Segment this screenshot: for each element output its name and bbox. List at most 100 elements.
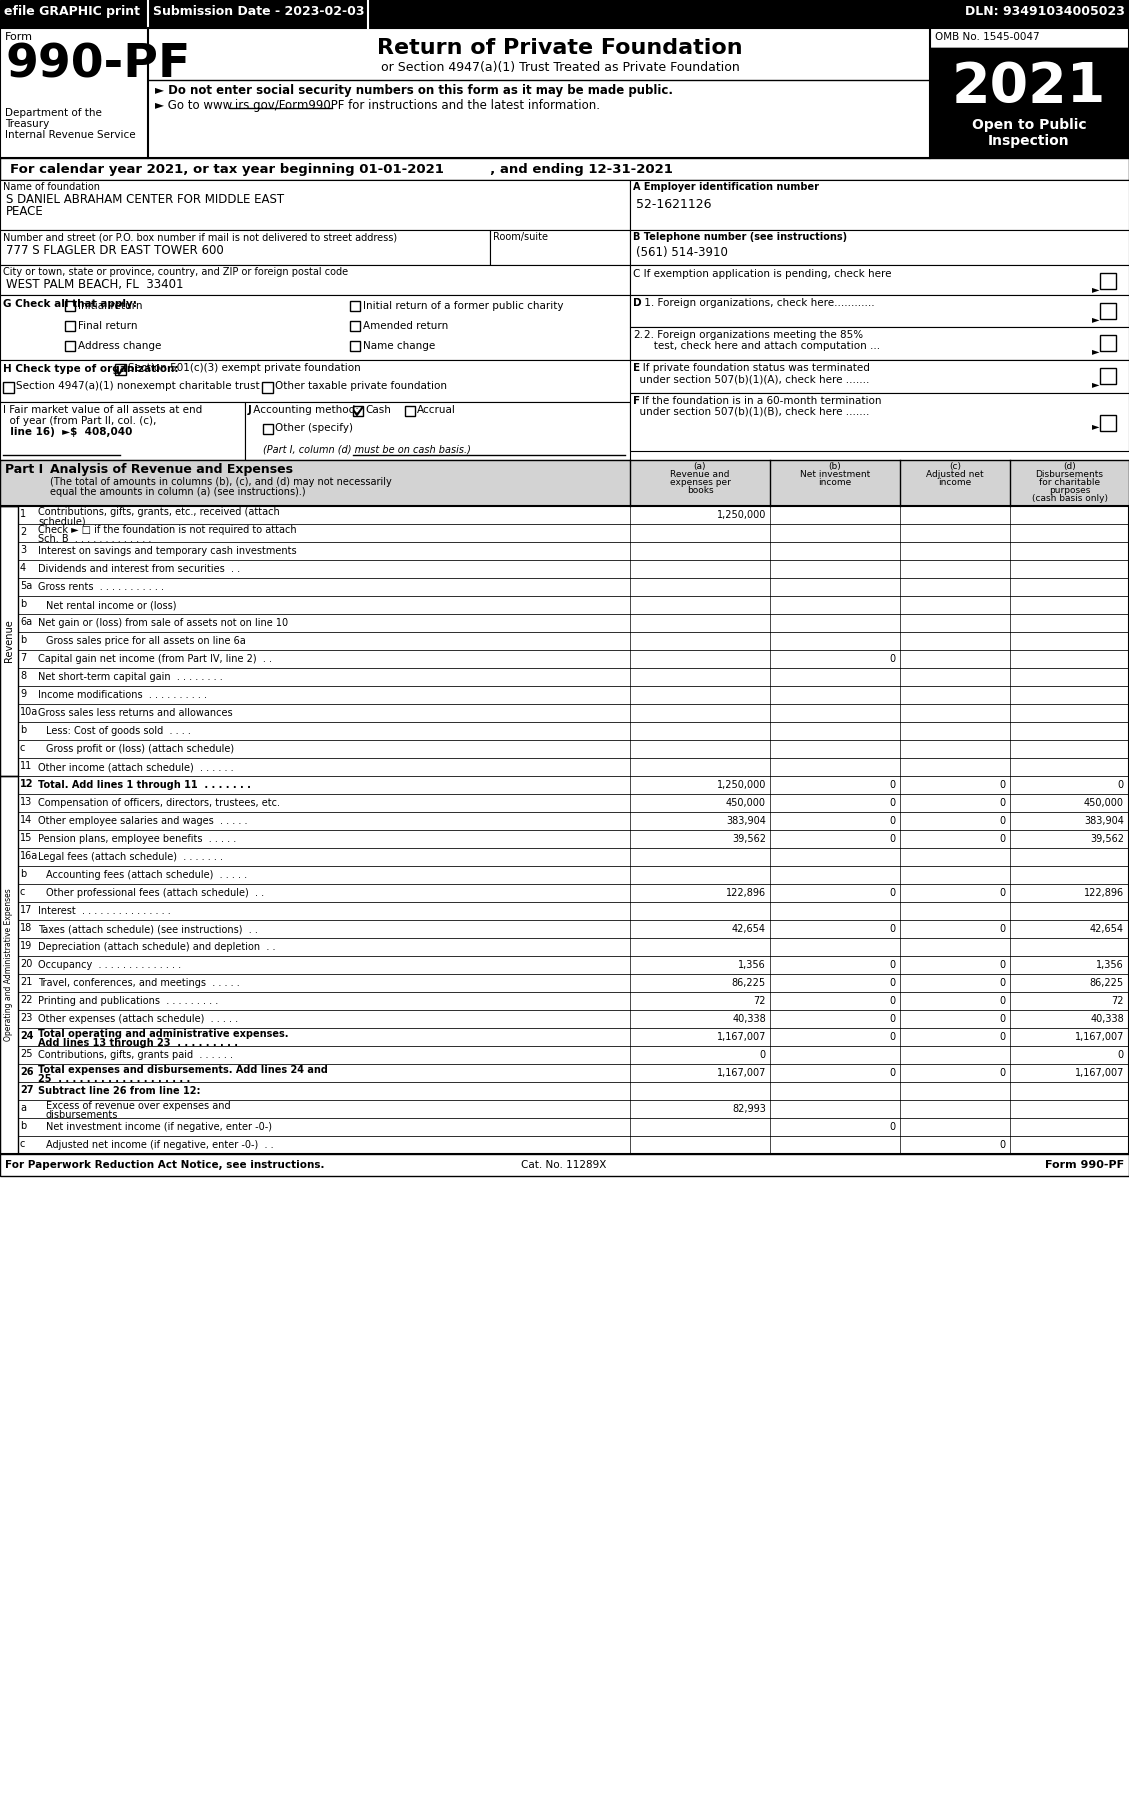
Bar xyxy=(18,741,1129,759)
Text: 0: 0 xyxy=(1000,1068,1006,1079)
Text: Section 4947(a)(1) nonexempt charitable trust: Section 4947(a)(1) nonexempt charitable … xyxy=(16,381,260,390)
Text: Accrual: Accrual xyxy=(417,405,456,415)
Bar xyxy=(490,230,630,264)
Text: For Paperwork Reduction Act Notice, see instructions.: For Paperwork Reduction Act Notice, see … xyxy=(5,1160,324,1170)
Text: Disbursements: Disbursements xyxy=(1035,469,1103,478)
Text: 0: 0 xyxy=(890,834,896,843)
Text: Occupancy  . . . . . . . . . . . . . .: Occupancy . . . . . . . . . . . . . . xyxy=(38,960,181,969)
Text: 10a: 10a xyxy=(20,707,38,717)
Text: Part I: Part I xyxy=(5,464,43,476)
Bar xyxy=(18,1100,1129,1118)
Text: b: b xyxy=(20,635,26,645)
Bar xyxy=(18,885,1129,903)
Text: 383,904: 383,904 xyxy=(1084,816,1124,825)
Text: ► Go to www.irs.gov/Form990PF for instructions and the latest information.: ► Go to www.irs.gov/Form990PF for instru… xyxy=(155,99,599,111)
Text: Inspection: Inspection xyxy=(988,135,1070,147)
Text: 22: 22 xyxy=(20,994,33,1005)
Text: D: D xyxy=(633,298,641,307)
Bar xyxy=(353,406,364,415)
Bar xyxy=(630,394,1129,451)
Text: 42,654: 42,654 xyxy=(1089,924,1124,933)
Text: equal the amounts in column (a) (see instructions).): equal the amounts in column (a) (see ins… xyxy=(50,487,306,496)
Text: 9: 9 xyxy=(20,689,26,699)
Bar xyxy=(18,595,1129,613)
Text: 16a: 16a xyxy=(20,850,38,861)
Text: Submission Date - 2023-02-03: Submission Date - 2023-02-03 xyxy=(154,5,365,18)
Text: (The total of amounts in columns (b), (c), and (d) may not necessarily: (The total of amounts in columns (b), (c… xyxy=(50,476,392,487)
Text: Adjusted net: Adjusted net xyxy=(926,469,983,478)
Text: Dividends and interest from securities  . .: Dividends and interest from securities .… xyxy=(38,565,240,574)
Text: H Check type of organization:: H Check type of organization: xyxy=(3,363,178,374)
Text: D 1. Foreign organizations, check here............: D 1. Foreign organizations, check here..… xyxy=(633,298,875,307)
Text: 2: 2 xyxy=(20,527,26,538)
Text: Taxes (attach schedule) (see instructions)  . .: Taxes (attach schedule) (see instruction… xyxy=(38,924,257,933)
Text: ►: ► xyxy=(1092,379,1100,388)
Text: 0: 0 xyxy=(890,1014,896,1025)
Text: Analysis of Revenue and Expenses: Analysis of Revenue and Expenses xyxy=(50,464,294,476)
Bar xyxy=(0,1154,1129,1176)
Text: Contributions, gifts, grants paid  . . . . . .: Contributions, gifts, grants paid . . . … xyxy=(38,1050,233,1061)
Text: b: b xyxy=(20,868,26,879)
Text: 40,338: 40,338 xyxy=(733,1014,765,1025)
Text: 15: 15 xyxy=(20,832,33,843)
Text: 0: 0 xyxy=(1000,960,1006,969)
Text: 0: 0 xyxy=(1000,888,1006,897)
Text: Section 501(c)(3) exempt private foundation: Section 501(c)(3) exempt private foundat… xyxy=(128,363,361,372)
Text: 0: 0 xyxy=(890,1122,896,1133)
Text: c: c xyxy=(20,886,25,897)
Text: 0: 0 xyxy=(1000,1014,1006,1025)
Bar xyxy=(0,180,630,230)
Text: 0: 0 xyxy=(890,816,896,825)
Text: 1,356: 1,356 xyxy=(1096,960,1124,969)
Text: 8: 8 xyxy=(20,671,26,681)
Text: Other income (attach schedule)  . . . . . .: Other income (attach schedule) . . . . .… xyxy=(38,762,234,771)
Text: (cash basis only): (cash basis only) xyxy=(1032,494,1108,503)
Text: Travel, conferences, and meetings  . . . . .: Travel, conferences, and meetings . . . … xyxy=(38,978,239,987)
Text: 3: 3 xyxy=(20,545,26,556)
Text: Sch. B  . . . . . . . . . . . . .: Sch. B . . . . . . . . . . . . . xyxy=(38,534,151,545)
Bar xyxy=(18,975,1129,992)
Text: 1,250,000: 1,250,000 xyxy=(717,780,765,789)
Bar xyxy=(18,867,1129,885)
Text: J Accounting method:: J Accounting method: xyxy=(248,405,360,415)
Text: E: E xyxy=(633,363,640,372)
Text: 0: 0 xyxy=(1000,816,1006,825)
Text: Treasury: Treasury xyxy=(5,119,50,129)
Text: ► Do not enter social security numbers on this form as it may be made public.: ► Do not enter social security numbers o… xyxy=(155,85,673,97)
Text: 1: 1 xyxy=(20,509,26,520)
Bar xyxy=(18,903,1129,921)
Bar xyxy=(630,327,1129,360)
Text: 12: 12 xyxy=(20,779,34,789)
Text: Printing and publications  . . . . . . . . .: Printing and publications . . . . . . . … xyxy=(38,996,218,1007)
Text: Name of foundation: Name of foundation xyxy=(3,182,100,192)
Text: Net investment income (if negative, enter -0-): Net investment income (if negative, ente… xyxy=(46,1122,272,1133)
Text: Gross rents  . . . . . . . . . . .: Gross rents . . . . . . . . . . . xyxy=(38,583,164,592)
Bar xyxy=(65,342,75,351)
Text: Revenue and: Revenue and xyxy=(671,469,729,478)
Text: 72: 72 xyxy=(1111,996,1124,1007)
Text: Other employee salaries and wages  . . . . .: Other employee salaries and wages . . . … xyxy=(38,816,247,825)
Bar xyxy=(630,230,1129,264)
Text: 0: 0 xyxy=(1000,780,1006,789)
Bar xyxy=(0,158,1129,180)
Text: Less: Cost of goods sold  . . . .: Less: Cost of goods sold . . . . xyxy=(46,726,191,735)
Bar xyxy=(18,759,1129,777)
Bar xyxy=(18,613,1129,633)
Bar xyxy=(18,541,1129,559)
Bar xyxy=(18,831,1129,849)
Bar xyxy=(0,403,245,460)
Text: 24: 24 xyxy=(20,1030,34,1041)
Bar xyxy=(1100,415,1115,432)
Text: Room/suite: Room/suite xyxy=(493,232,548,243)
Bar xyxy=(18,705,1129,723)
Bar xyxy=(0,264,630,295)
Text: (a): (a) xyxy=(693,462,707,471)
Bar xyxy=(630,360,1129,394)
Text: c: c xyxy=(20,743,25,753)
Text: 2021: 2021 xyxy=(952,59,1106,113)
Text: 14: 14 xyxy=(20,814,33,825)
Text: Adjusted net income (if negative, enter -0-)  . .: Adjusted net income (if negative, enter … xyxy=(46,1140,273,1151)
Text: 0: 0 xyxy=(1000,1032,1006,1043)
Text: Other (specify): Other (specify) xyxy=(275,423,353,433)
Bar xyxy=(0,505,1129,1154)
